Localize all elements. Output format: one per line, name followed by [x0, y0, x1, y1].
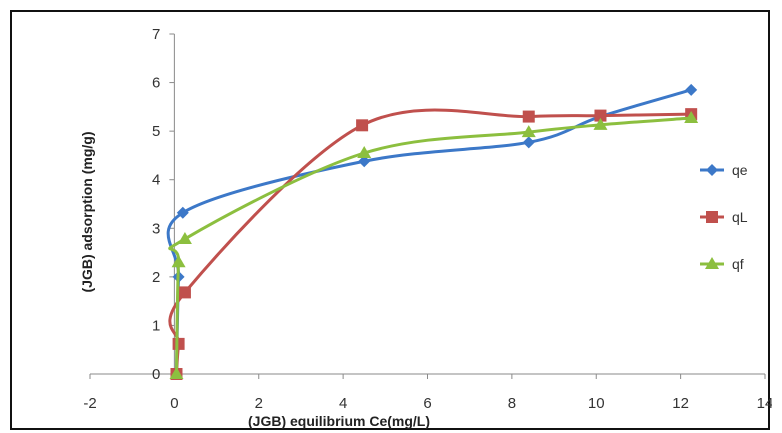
chart-frame: 0 1 2 3 4 5 6 7 -2 0 2 4 6 8 10 12 14 qe qL qf (JGB) equil…	[10, 10, 772, 430]
legend-label-qf: qf	[732, 256, 744, 272]
legend-marker-qf	[705, 257, 719, 269]
data-point-qf	[521, 125, 536, 138]
data-point-qf	[593, 117, 608, 130]
legend-marker-qe	[706, 164, 718, 176]
y-tick-label: 0	[152, 366, 160, 383]
x-tick-label: 6	[423, 395, 431, 412]
data-point-qe	[522, 136, 535, 149]
data-point-qe	[358, 155, 371, 168]
x-tick-label: 0	[170, 395, 178, 412]
data-point-qf	[169, 367, 184, 379]
legend-marker-qL	[706, 211, 718, 223]
data-point-qe	[685, 83, 698, 96]
x-tick-label: 4	[339, 395, 347, 412]
legend-item-qe: qe	[700, 162, 748, 178]
series-qf	[168, 111, 699, 379]
data-point-qe	[176, 206, 189, 219]
series-qe	[166, 83, 698, 380]
series-qL	[168, 108, 698, 380]
y-tick-label: 5	[152, 123, 160, 140]
y-tick-label: 1	[152, 317, 160, 334]
legend-label-qL: qL	[732, 209, 748, 225]
series-line-qe	[166, 88, 692, 375]
x-tick-label: 2	[255, 395, 263, 412]
legend-label-qe: qe	[732, 162, 748, 178]
data-point-qf	[684, 111, 699, 124]
data-point-qf	[171, 255, 186, 268]
data-point-qL	[594, 109, 607, 122]
data-point-qL	[356, 119, 369, 132]
legend-item-qL: qL	[700, 209, 748, 225]
y-tick-label: 2	[152, 269, 160, 286]
legend-item-qf: qf	[700, 256, 744, 272]
y-tick-label: 7	[152, 26, 160, 43]
data-point-qL	[178, 286, 191, 299]
data-point-qL	[172, 337, 185, 350]
x-tick-label: 14	[757, 395, 772, 412]
x-tick-label: 8	[508, 395, 516, 412]
legend-layer: qe qL qf	[700, 162, 748, 272]
x-tick-label: 10	[588, 395, 605, 412]
x-tick-label: 12	[672, 395, 689, 412]
x-tick-label: -2	[83, 395, 96, 412]
x-axis-title: (JGB) equilibrium Ce(mg/L)	[248, 413, 430, 429]
series-line-qL	[168, 108, 692, 375]
y-tick-label: 3	[152, 220, 160, 237]
data-point-qf	[357, 146, 372, 158]
data-point-qL	[522, 110, 535, 123]
y-tick-label: 4	[152, 172, 160, 189]
y-axis-title: (JGB) adsorption (mg/g)	[79, 132, 95, 293]
series-layer	[166, 83, 699, 380]
series-line-qf	[168, 116, 692, 375]
y-tick-label: 6	[152, 75, 160, 92]
data-point-qf	[177, 231, 192, 244]
